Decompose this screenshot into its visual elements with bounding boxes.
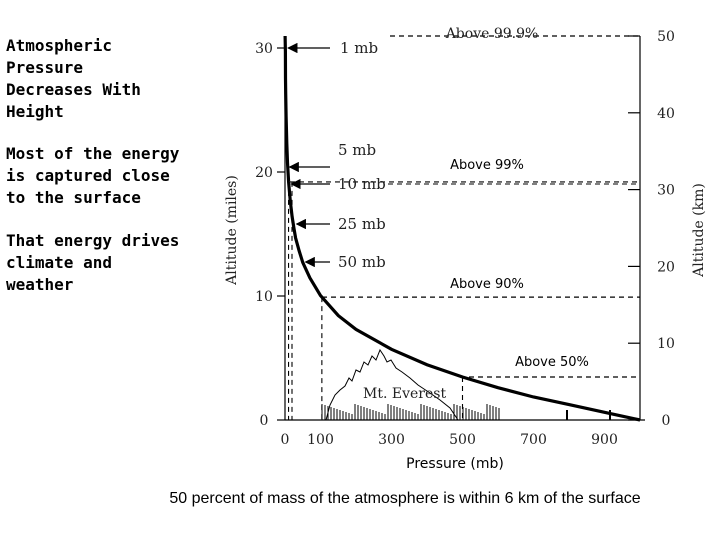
y-tick-label-right: 40 — [657, 106, 675, 122]
pressure-arrow-label: 5 mb — [338, 141, 376, 159]
everest-outline — [325, 348, 459, 421]
y-tick-label-right: 10 — [657, 336, 675, 352]
x-axis-label: Pressure (mb) — [406, 456, 504, 472]
pressure-curve — [283, 35, 641, 422]
x-tick-label: 300 — [378, 432, 405, 448]
y-tick-label-left: 20 — [255, 165, 273, 181]
pressure-arrow-label: 50 mb — [338, 253, 386, 271]
title-text: Atmospheric Pressure Decreases With Heig… — [6, 36, 141, 121]
y-axis-label-right: Altitude (km) — [691, 183, 707, 278]
reference-label: Above 99% — [450, 158, 524, 173]
x-tick-label: 900 — [591, 432, 618, 448]
y-tick-label-right: 20 — [657, 259, 675, 275]
x-tick-label: 100 — [307, 432, 334, 448]
y-tick-label-right: 50 — [657, 29, 675, 45]
x-tick-label: 0 — [281, 432, 290, 448]
reference-lines: Above 99.9% Above 99% Above 90% Above 50% — [287, 26, 640, 420]
energy-text: Most of the energy is captured close to … — [6, 144, 180, 207]
y-tick-label-right: 0 — [662, 413, 671, 429]
y-tick-label-right: 30 — [657, 183, 675, 199]
ground-hatch — [321, 404, 611, 420]
everest-label: Mt. Everest — [363, 386, 446, 402]
pressure-arrow-label: 25 mb — [338, 215, 386, 233]
everest-silhouette — [325, 348, 459, 421]
reference-label: Above 99.9% — [445, 26, 539, 42]
reference-label: Above 90% — [450, 277, 524, 292]
reference-label: Above 50% — [515, 355, 589, 370]
y-axis-label-left: Altitude (miles) — [224, 175, 240, 286]
x-tick-label: 500 — [449, 432, 476, 448]
y-tick-label-left: 30 — [255, 41, 273, 57]
pressure-arrow-label: 10 mb — [338, 175, 386, 193]
pressure-arrow-label: 1 mb — [340, 39, 378, 57]
caption: 50 percent of mass of the atmosphere is … — [169, 490, 641, 507]
x-tick-label: 700 — [520, 432, 547, 448]
climate-text: That energy drives climate and weather — [6, 231, 180, 294]
y-tick-label-left: 0 — [260, 413, 269, 429]
y-tick-label-left: 10 — [255, 289, 273, 305]
pressure-arrows: 1 mb 5 mb 10 mb 25 mb 50 mb — [287, 39, 640, 271]
